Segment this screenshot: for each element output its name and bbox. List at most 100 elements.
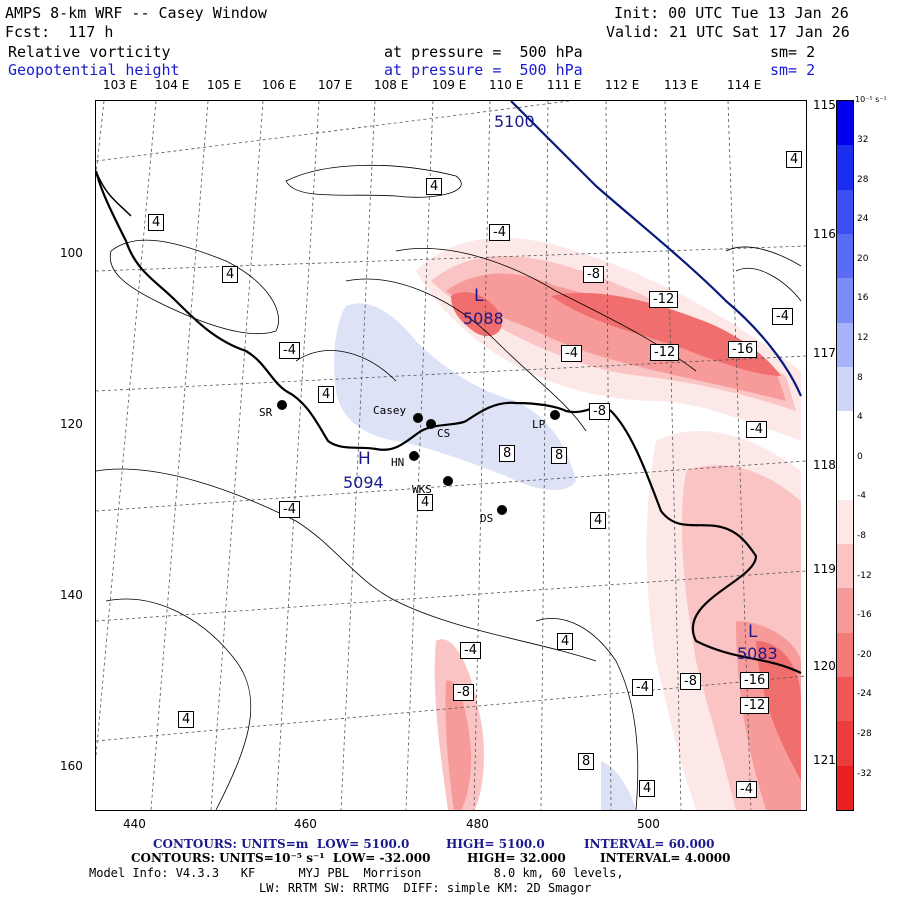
lon-label: 112 E xyxy=(605,78,640,92)
colorbar-label: -8 xyxy=(857,531,866,541)
colorbar-label: 8 xyxy=(857,372,863,383)
vort-contour-label: 4 xyxy=(148,214,165,231)
field1-smoothing: sm= 2 xyxy=(770,43,816,61)
y-tick-label: 140 xyxy=(60,588,83,602)
y-tick-label: 160 xyxy=(60,759,83,773)
y-tick-label: 120 xyxy=(60,417,83,431)
field2-name: Geopotential height xyxy=(8,61,180,79)
footer-physics: LW: RRTM SW: RRTMG DIFF: simple KM: 2D S… xyxy=(259,881,592,895)
station-label-cs: CS xyxy=(437,427,451,440)
colorbar-segment xyxy=(837,101,853,146)
vort-contour-label: 4 xyxy=(222,266,239,283)
colorbar-label: 4 xyxy=(857,412,863,423)
x-tick-label: 480 xyxy=(466,817,489,831)
colorbar-segment xyxy=(837,544,853,589)
colorbar-segment xyxy=(837,189,853,234)
colorbar-segment xyxy=(837,721,853,766)
colorbar-label: 0 xyxy=(857,451,863,462)
height-label-5100: 5100 xyxy=(494,112,535,131)
lon-label: 107 E xyxy=(318,78,353,92)
colorbar-segment xyxy=(837,278,853,323)
lon-label: 109 E xyxy=(432,78,467,92)
colorbar-label: -24 xyxy=(857,689,872,700)
vort-contour-label: 4 xyxy=(639,780,656,797)
lon-label: 113 E xyxy=(664,78,699,92)
x-tick-label: 500 xyxy=(637,817,660,831)
x-tick-label: 440 xyxy=(123,817,146,831)
map-canvas xyxy=(96,101,806,810)
station-label-casey: Casey xyxy=(373,404,407,417)
vort-contour-label: 4 xyxy=(786,151,803,168)
low-center-letter: L xyxy=(474,286,484,306)
lon-label: 105 E xyxy=(207,78,242,92)
height-contour-5100 xyxy=(510,101,803,397)
lon-label: 110 E xyxy=(489,78,524,92)
footer-vort-high: HIGH= 32.000 xyxy=(467,851,566,865)
vort-contour-label: -4 xyxy=(489,224,510,241)
station-dot-lp xyxy=(550,410,560,420)
colorbar-segment xyxy=(837,499,853,545)
station-dot-ds xyxy=(497,505,507,515)
footer-vort-contours: CONTOURS: UNITS=10⁻⁵ s⁻¹ LOW= -32.000 xyxy=(131,851,431,865)
lon-label: 103 E xyxy=(103,78,138,92)
colorbar-segment xyxy=(837,677,853,722)
colorbar-unit: 10⁻⁵ s⁻¹ xyxy=(855,95,887,104)
colorbar-segment xyxy=(837,588,853,633)
map-panel: SR Casey CS HN LP WKS DS 5100 L 5088 L 5… xyxy=(95,100,807,811)
vort-contour-label: -8 xyxy=(680,673,701,690)
vort-shade-pos xyxy=(601,761,636,810)
colorbar-segment xyxy=(837,411,853,456)
colorbar-segment xyxy=(837,632,853,678)
station-dot-casey xyxy=(413,413,423,423)
vort-contours xyxy=(96,164,802,810)
station-dot-sr xyxy=(277,400,287,410)
high-center-value: 5094 xyxy=(343,473,384,492)
low-center-value: 5083 xyxy=(737,644,778,663)
station-label-lp: LP xyxy=(532,418,546,431)
colorbar-label: -28 xyxy=(857,729,872,739)
colorbar-label: 20 xyxy=(857,253,869,264)
vort-contour-label: -4 xyxy=(460,642,481,659)
vort-contour-label: -4 xyxy=(736,781,757,798)
footer-height-interval: INTERVAL= 60.000 xyxy=(584,837,715,851)
colorbar-label: -12 xyxy=(857,570,872,581)
colorbar-segment xyxy=(837,233,853,279)
init-time: Init: 00 UTC Tue 13 Jan 26 xyxy=(614,4,849,22)
field1-level: at pressure = 500 hPa xyxy=(384,43,583,61)
vort-shade-neg-s xyxy=(445,680,472,810)
station-dot-cs xyxy=(426,419,436,429)
high-center-letter: H xyxy=(358,449,371,469)
field2-smoothing: sm= 2 xyxy=(770,61,816,79)
colorbar-segment xyxy=(837,765,853,810)
vort-shade-neg-band xyxy=(551,292,781,376)
graticule xyxy=(96,101,806,810)
coastline xyxy=(96,170,802,674)
footer-model-info: Model Info: V4.3.3 KF MYJ PBL Morrison 8… xyxy=(89,866,624,880)
field1-name: Relative vorticity xyxy=(8,43,171,61)
vort-contour-label: -8 xyxy=(453,684,474,701)
vort-contour-label: -12 xyxy=(740,697,770,714)
vort-contour-label: 4 xyxy=(417,494,434,511)
field2-level: at pressure = 500 hPa xyxy=(384,61,583,79)
colorbar-label: -32 xyxy=(857,768,872,779)
lon-label: 104 E xyxy=(155,78,190,92)
vort-contour-label: -4 xyxy=(772,308,793,325)
footer-height-contours: CONTOURS: UNITS=m LOW= 5100.0 xyxy=(153,837,410,851)
vort-contour-label: -16 xyxy=(740,672,770,689)
station-label-ds: DS xyxy=(480,512,494,525)
vort-shade-neg-band xyxy=(446,273,786,401)
vort-contour-label: 4 xyxy=(178,711,195,728)
colorbar-segment xyxy=(837,366,853,412)
colorbar-label: 28 xyxy=(857,174,869,185)
x-tick-label: 460 xyxy=(294,817,317,831)
vort-contour-label: 4 xyxy=(590,512,607,529)
vort-contour-label: 8 xyxy=(578,753,595,770)
app-title: AMPS 8-km WRF -- Casey Window xyxy=(5,4,267,22)
lon-label: 106 E xyxy=(262,78,297,92)
vort-contour-label: -16 xyxy=(728,341,758,358)
vort-contour-label: 4 xyxy=(318,386,335,403)
colorbar-label: 16 xyxy=(857,293,869,304)
vort-contour-label: 4 xyxy=(426,178,443,195)
colorbar-label: 12 xyxy=(857,333,869,343)
vort-contour-label: -12 xyxy=(650,344,680,361)
